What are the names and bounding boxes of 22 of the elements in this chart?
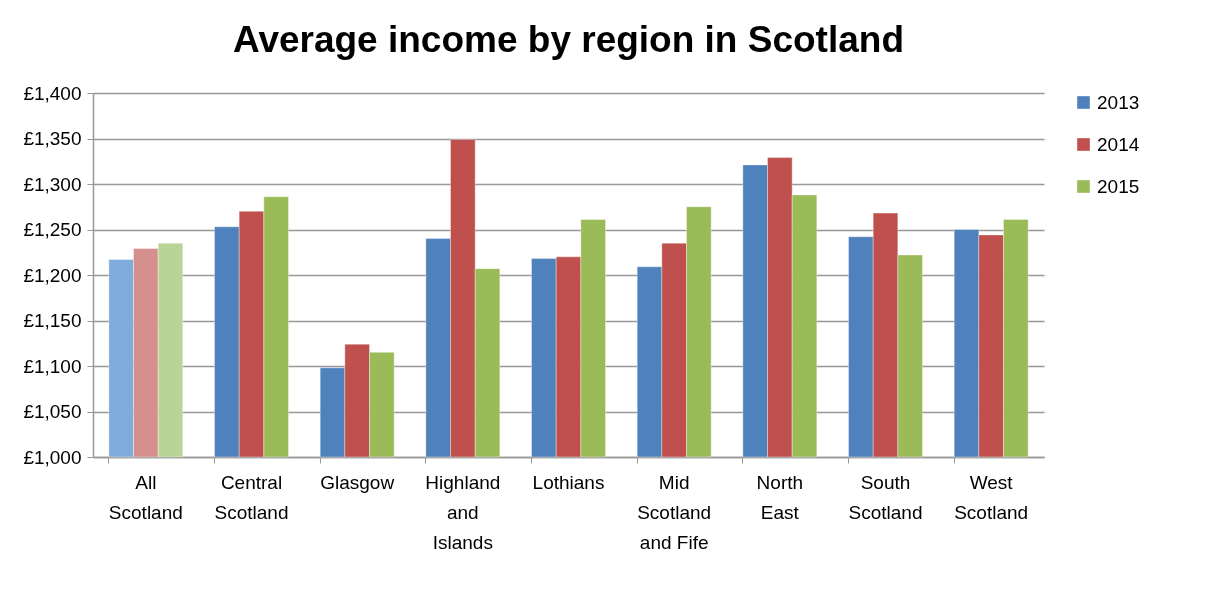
legend-label: 2013 — [1097, 91, 1140, 113]
x-tick-label: All Scotland — [108, 471, 183, 523]
y-tick-label: £1,050 — [23, 401, 82, 422]
x-tick-label: West Scotland — [954, 471, 1029, 523]
y-tick-label: £1,400 — [23, 82, 82, 104]
y-tick-label: £1,250 — [23, 219, 82, 240]
y-tick-label: £1,100 — [23, 355, 82, 377]
y-tick-label: £1,200 — [23, 264, 82, 286]
y-tick-label: £1,300 — [23, 173, 82, 195]
x-tick-label: Lothians — [532, 471, 605, 493]
x-tick-label: South Scotland — [848, 471, 923, 523]
x-tick-label: Central Scotland — [214, 471, 289, 523]
chart-title: Average income by region in Scotland — [233, 19, 904, 60]
x-tick-label: Glasgow — [320, 471, 395, 493]
x-tick-label: Highland and Islands — [425, 471, 501, 553]
x-tick-label: Mid Scotland and Fife — [637, 471, 712, 553]
legend-label: 2014 — [1097, 133, 1140, 155]
y-tick-label: £1,150 — [23, 310, 82, 331]
legend-label: 2015 — [1097, 175, 1140, 197]
y-tick-label: £1,350 — [23, 128, 82, 149]
x-tick-label: North East — [756, 471, 804, 523]
y-tick-label: £1,000 — [23, 446, 82, 468]
